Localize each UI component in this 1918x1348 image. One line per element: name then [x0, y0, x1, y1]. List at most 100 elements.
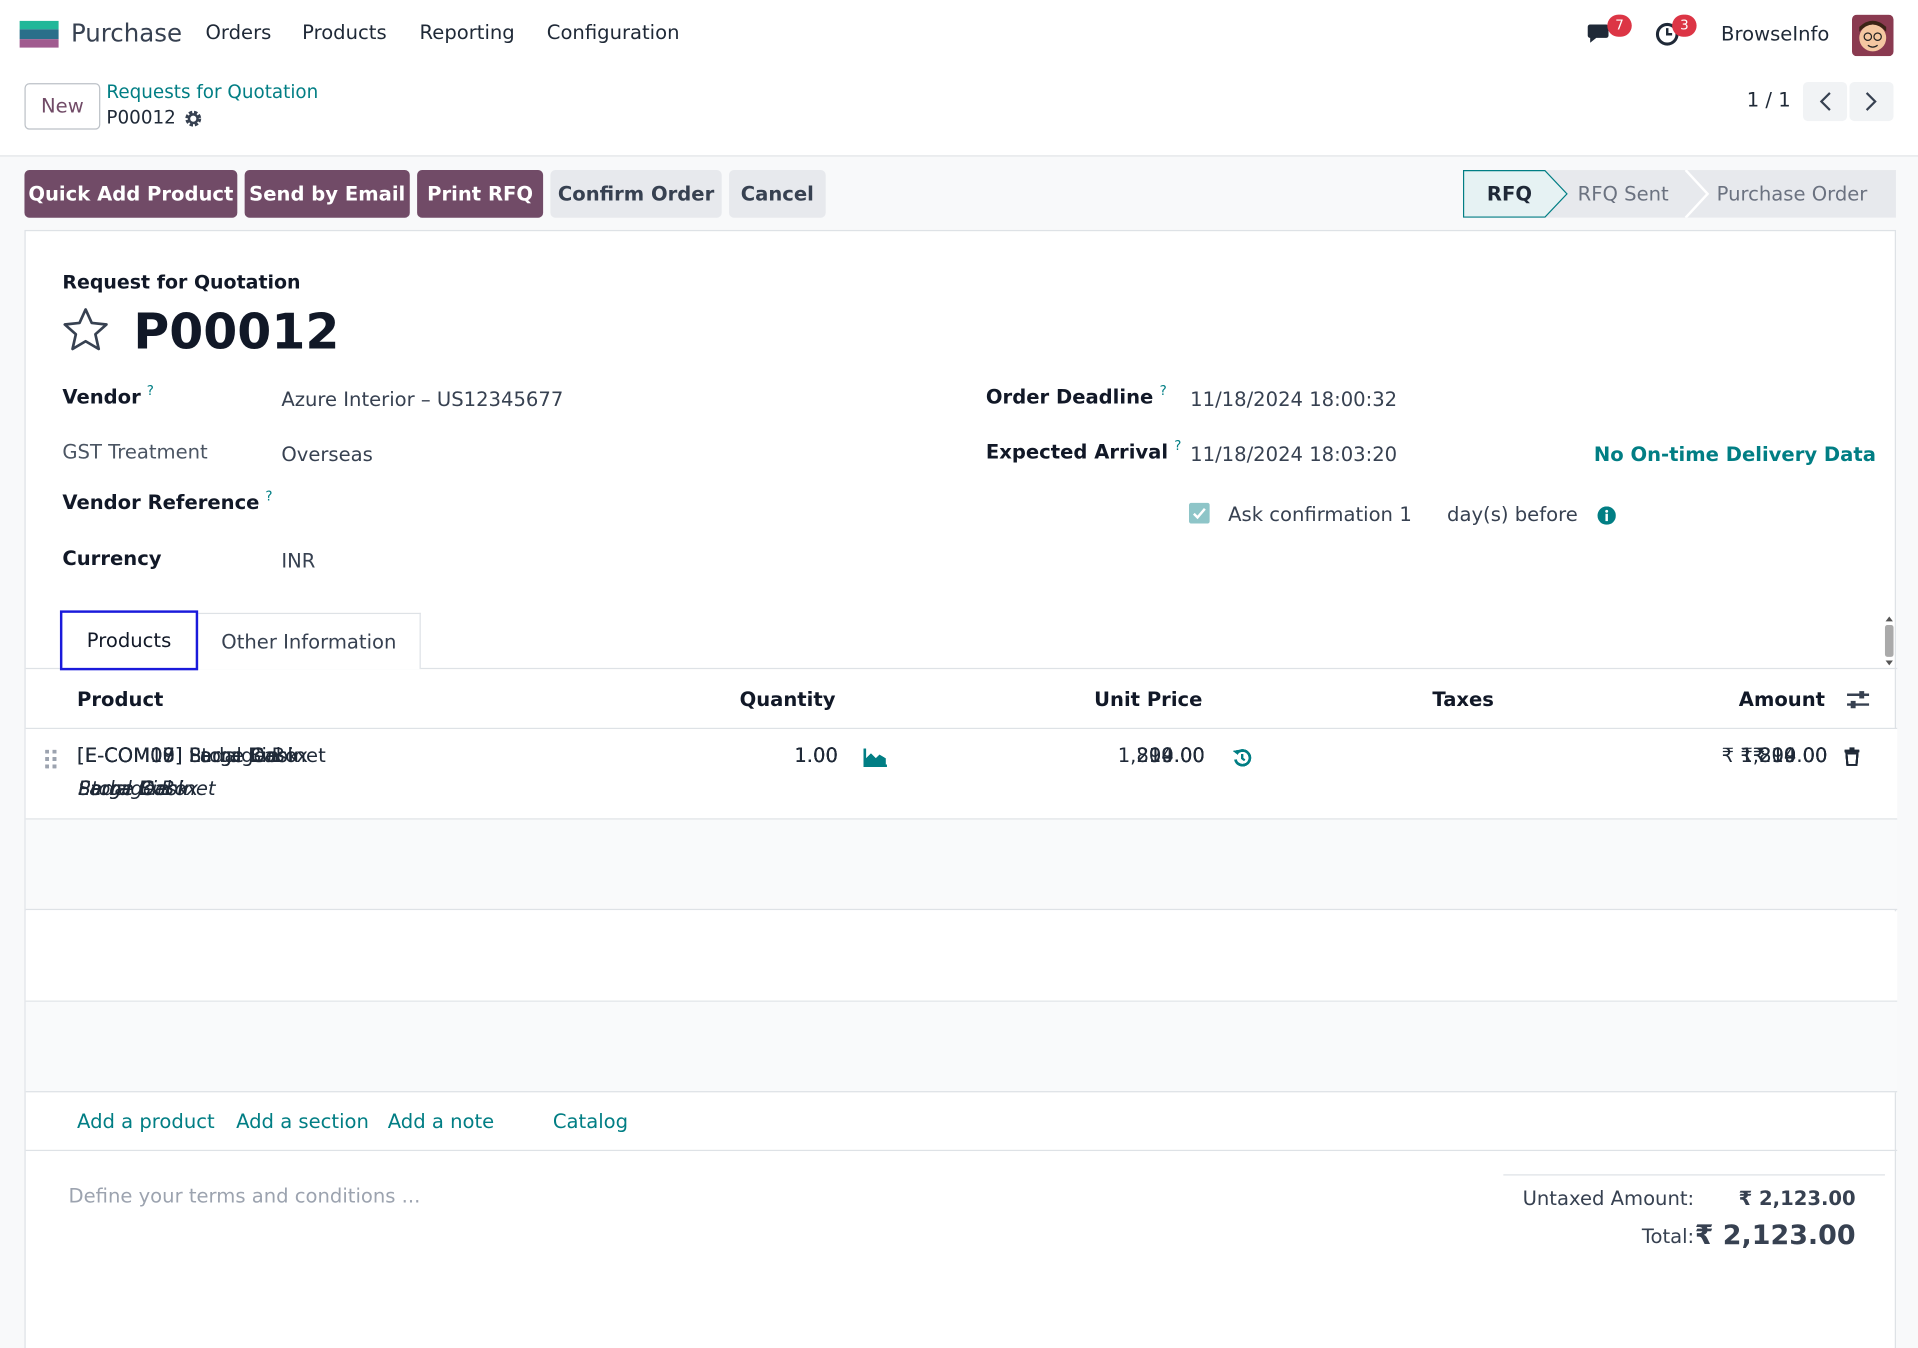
- amount: ₹ 10.00: [1752, 743, 1828, 767]
- info-icon[interactable]: [1597, 506, 1616, 525]
- icon-rect: [1188, 502, 1210, 524]
- icon-svg: [1865, 92, 1877, 111]
- quantity[interactable]: 1.00: [794, 743, 838, 767]
- menu-item[interactable]: Orders: [205, 20, 272, 45]
- delete-icon[interactable]: [1844, 747, 1860, 767]
- field-help[interactable]: ?: [146, 382, 154, 399]
- forecast-icon[interactable]: [863, 748, 887, 767]
- product-description: Large Cabinet: [78, 776, 216, 800]
- icon-path: [863, 748, 887, 767]
- action-button[interactable]: Quick Add Product: [24, 170, 238, 218]
- quantity[interactable]: 1.00: [794, 743, 838, 767]
- status-step[interactable]: Purchase Order: [1716, 182, 1868, 206]
- icon-rect: [1605, 513, 1608, 522]
- favorite-star[interactable]: [62, 307, 108, 351]
- icon-path: [1865, 92, 1877, 111]
- status-step: RFQ: [1486, 182, 1532, 206]
- order-line[interactable]: [E-COM08] Storage Box Storage Box 1.00 14.0…: [25, 746, 1898, 911]
- record-name: P00012: [133, 304, 340, 361]
- field-value[interactable]: 11/18/2024 18:00:32: [1190, 387, 1398, 411]
- icon-rect: [52, 749, 57, 754]
- app-logo: [19, 20, 59, 48]
- icon-svg: [45, 749, 57, 769]
- icon-svg: [1884, 616, 1894, 666]
- unit-price[interactable]: 800.00: [1136, 743, 1205, 767]
- add-line-link[interactable]: Catalog: [552, 1109, 629, 1133]
- column-header[interactable]: Unit Price: [1094, 687, 1203, 711]
- quantity[interactable]: 1.00: [794, 743, 838, 767]
- order-line[interactable]: [E-COM09] Large Desk Large Desk 1.00 1,299.…: [25, 746, 1898, 1002]
- field-value[interactable]: Overseas: [281, 442, 373, 467]
- field-value[interactable]: INR: [281, 549, 316, 573]
- product-name[interactable]: [E-COM07] Large Cabinet: [77, 743, 326, 767]
- field-value[interactable]: Azure Interior – US12345677: [281, 387, 564, 411]
- product-name[interactable]: [E-COM10] Pedal Bin: [77, 743, 280, 767]
- ask-confirmation-days[interactable]: 1: [1399, 502, 1412, 526]
- scrollbar: [1883, 615, 1896, 666]
- pager-next[interactable]: [1849, 81, 1894, 122]
- optional-columns-toggle[interactable]: [1846, 689, 1870, 711]
- price-history-icon[interactable]: [1232, 749, 1252, 767]
- tab[interactable]: Other Information: [196, 612, 421, 670]
- pager-previous[interactable]: [1803, 81, 1848, 122]
- column-header[interactable]: Quantity: [739, 687, 836, 711]
- field-help[interactable]: ?: [1159, 382, 1167, 399]
- amount: ₹ 14.00: [1752, 743, 1828, 767]
- icon-rect: [1850, 700, 1856, 709]
- company-name[interactable]: BrowseInfo: [1721, 22, 1830, 46]
- form-sheet: Request for Quotation P00012 Vendor? Azure …: [24, 229, 1898, 1348]
- field-help[interactable]: ?: [265, 488, 273, 504]
- unit-price[interactable]: 1,299.00: [1117, 743, 1205, 767]
- icon-rect: [45, 749, 49, 754]
- column-header[interactable]: Taxes: [1432, 687, 1494, 711]
- field-help[interactable]: ?: [1174, 437, 1182, 454]
- icon-rect: [1884, 625, 1894, 657]
- icon-rect: [1859, 691, 1865, 699]
- new-button[interactable]: New: [24, 83, 101, 130]
- menu-item[interactable]: Products: [302, 20, 387, 45]
- icon-path: [1684, 169, 1710, 219]
- product-name[interactable]: [E-COM09] Large Desk: [77, 743, 299, 767]
- icon-path: [1192, 508, 1206, 520]
- icon-circle: [1859, 24, 1887, 52]
- terms-field[interactable]: Define your terms and conditions ...: [68, 1184, 421, 1208]
- field-label: GST Treatment: [62, 440, 208, 464]
- icon-svg: [1188, 502, 1210, 524]
- icon-rect: [45, 764, 49, 769]
- total-value: ₹ 2,123.00: [1738, 1186, 1856, 1210]
- icon-path: [1847, 693, 1870, 706]
- activities-badge: 3: [1672, 14, 1697, 37]
- messages-icon[interactable]: [1587, 22, 1616, 46]
- breadcrumb-link[interactable]: Requests for Quotation: [106, 80, 319, 103]
- status-step[interactable]: RFQ Sent: [1577, 182, 1669, 206]
- icon-path: [1859, 20, 1887, 32]
- menu-item[interactable]: Reporting: [419, 20, 515, 45]
- tab-active[interactable]: Products: [59, 610, 199, 671]
- unit-price[interactable]: 14.00: [1148, 743, 1205, 767]
- icon-rect: [19, 29, 59, 40]
- field-label: Vendor Reference: [62, 490, 260, 514]
- record-gear[interactable]: [183, 109, 203, 129]
- action-button[interactable]: Confirm Order: [550, 170, 722, 218]
- column-header[interactable]: Amount: [1738, 687, 1826, 711]
- order-line[interactable]: [E-COM07] Large Cabinet Large Cabinet 1.00…: [25, 729, 1898, 820]
- delivery-info[interactable]: No On-time Delivery Data: [1593, 442, 1876, 467]
- unit-price[interactable]: 10.00: [1148, 743, 1205, 767]
- icon-svg: [63, 308, 108, 351]
- action-button[interactable]: Print RFQ: [417, 170, 544, 218]
- menu-item[interactable]: Configuration: [546, 20, 680, 45]
- add-line-link[interactable]: Add a section: [236, 1109, 369, 1133]
- order-line[interactable]: [E-COM10] Pedal Bin Pedal Bin 1.00 10.00 ₹ 1…: [25, 746, 1898, 1093]
- field-value[interactable]: 11/18/2024 18:03:20: [1190, 442, 1398, 467]
- add-line-link[interactable]: Add a product: [77, 1109, 215, 1133]
- icon-rect: [45, 757, 49, 761]
- product-name[interactable]: [E-COM08] Storage Box: [77, 743, 309, 767]
- ask-confirmation-checkbox[interactable]: [1188, 502, 1210, 524]
- action-button[interactable]: Cancel: [729, 170, 826, 218]
- action-button[interactable]: Send by Email: [244, 170, 410, 218]
- quantity[interactable]: 1.00: [794, 743, 838, 767]
- add-line-link[interactable]: Add a note: [387, 1109, 495, 1133]
- column-header[interactable]: Product: [77, 687, 164, 711]
- drag-handle[interactable]: [45, 749, 57, 770]
- app-name[interactable]: Purchase: [70, 18, 183, 48]
